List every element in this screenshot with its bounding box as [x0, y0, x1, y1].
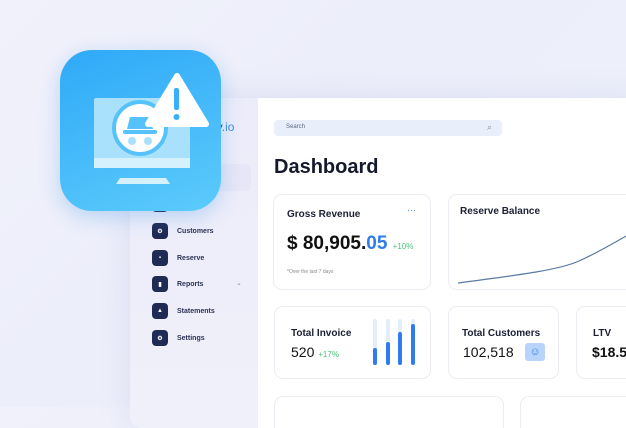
invoice-bar-track: [373, 319, 377, 365]
user-icon: ☺: [525, 343, 545, 361]
invoice-bar: [373, 347, 377, 365]
card-title: Gross Revenue: [287, 209, 361, 220]
ltv-value: $18.5: [592, 344, 626, 360]
sidebar-item[interactable]: ▪ Reserve: [152, 250, 204, 266]
reserve-balance-line: [457, 235, 626, 284]
invoice-bar-track: [398, 319, 402, 365]
sidebar-item[interactable]: ⚙ Customers: [152, 223, 214, 239]
sidebar-item-label: Statements: [177, 307, 215, 315]
page-title: Dashboard: [274, 156, 379, 178]
card-title: Total Invoice: [291, 328, 352, 339]
sidebar-item[interactable]: ⚙ Settings: [152, 330, 205, 346]
invoice-bar: [385, 342, 390, 365]
sidebar-item-label: Customers: [177, 227, 214, 235]
revenue-note: *Over the last 7 days: [287, 269, 334, 275]
bank-icon: ▲: [152, 303, 168, 319]
app-icon: [60, 50, 221, 211]
bottom-card: [274, 396, 504, 428]
incognito-monitor-warning-icon: [94, 73, 209, 184]
sidebar-item-label: Settings: [177, 334, 205, 342]
customers-value: 102,518: [463, 344, 514, 360]
card-title: LTV: [593, 328, 612, 339]
sidebar-item-label: Reserve: [177, 254, 205, 262]
dashboard-window: ay.io ⇄ns⚙Customers▪Reserve▮Reports⌄▲Sta…: [130, 98, 626, 428]
gross-revenue-card: Gross Revenue ··· $ 80,905.05 +10% *Over…: [273, 194, 431, 290]
bar-chart-icon: ▮: [152, 276, 168, 292]
card-title: Total Customers: [462, 328, 541, 339]
total-customers-card: Total Customers 102,518 ☺: [448, 306, 559, 379]
invoice-bar: [398, 331, 402, 365]
search-icon: ⌕: [486, 122, 492, 132]
sidebar-item[interactable]: ▲ Statements: [152, 303, 215, 319]
reserve-balance-card: Reserve Balance: [448, 194, 626, 290]
invoice-value: 520 +17%: [291, 344, 339, 360]
gear-icon: ⚙: [152, 223, 168, 239]
ltv-card: LTV $18.5: [576, 306, 626, 379]
main-content: Search ⌕ Dashboard Gross Revenue ··· $ 80…: [258, 98, 626, 428]
search-input[interactable]: Search ⌕: [274, 120, 502, 136]
sidebar-item-label: Reports: [177, 280, 204, 288]
card-title: Reserve Balance: [460, 206, 541, 217]
sidebar-item[interactable]: ▮ Reports: [152, 276, 203, 292]
gear-icon: ⚙: [152, 330, 168, 346]
chevron-down-icon[interactable]: ⌄: [236, 280, 242, 287]
revenue-value: $ 80,905.05 +10%: [287, 233, 414, 254]
invoice-bar-track: [410, 319, 415, 365]
more-menu-icon[interactable]: ···: [407, 205, 416, 215]
total-invoice-card: Total Invoice 520 +17%: [274, 306, 431, 379]
lock-icon: ▪: [152, 250, 168, 266]
bottom-card: [520, 396, 626, 428]
invoice-bar-track: [385, 319, 390, 365]
invoice-bar: [410, 323, 415, 365]
